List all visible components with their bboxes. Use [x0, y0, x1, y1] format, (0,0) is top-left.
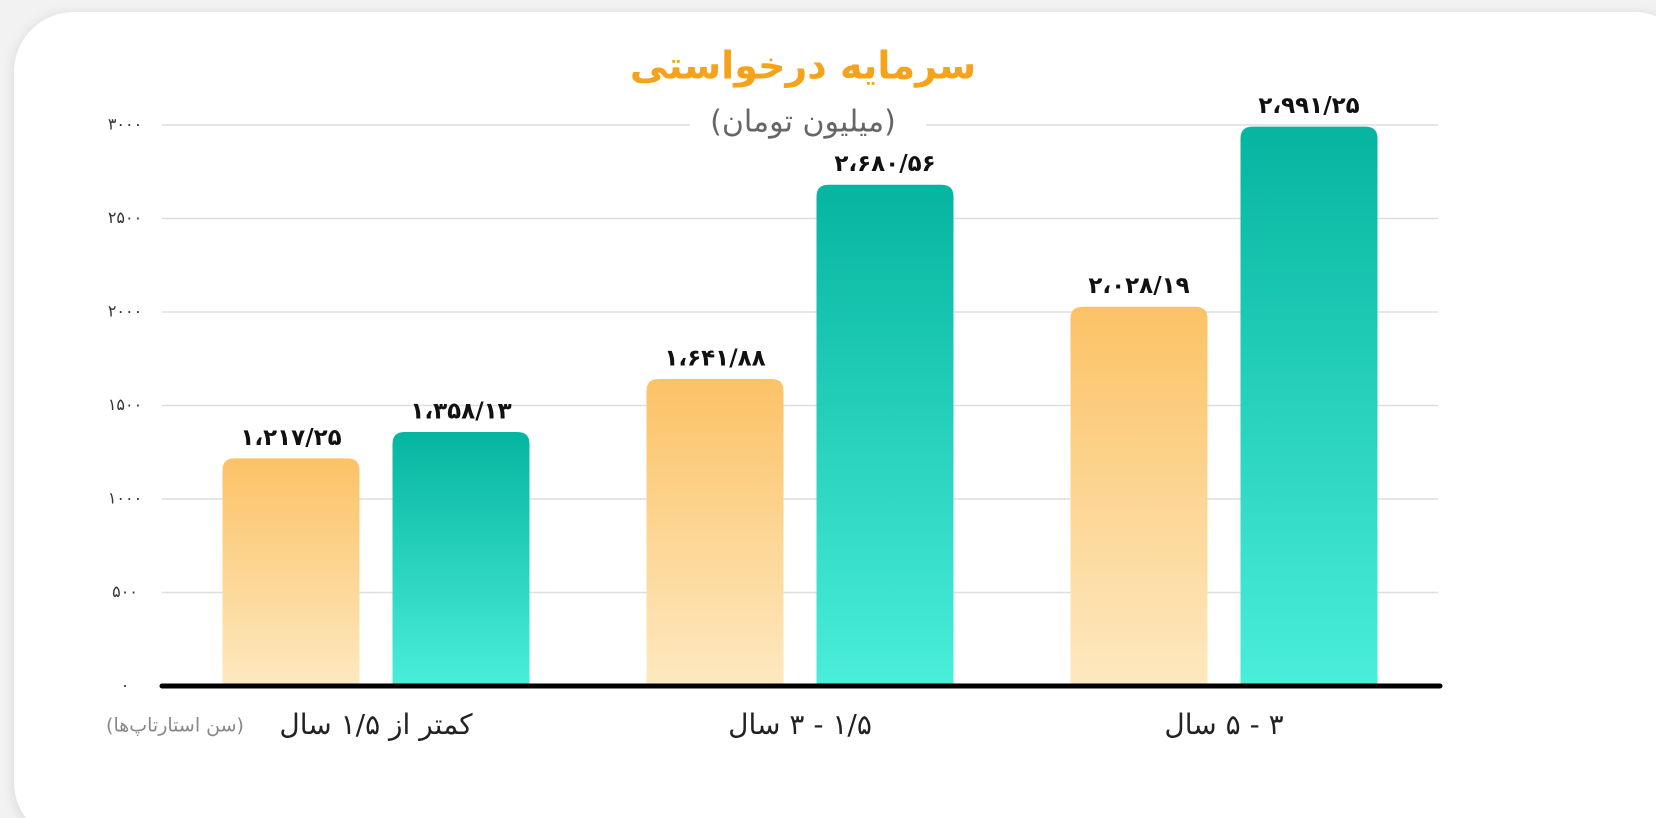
x-tick-label: ۳ - ۵ سال	[1164, 708, 1283, 741]
x-tick-label: کمتر از ۱/۵ سال	[279, 708, 473, 741]
bar	[1240, 126, 1378, 687]
x-tick-label: ۱/۵ - ۳ سال	[728, 708, 872, 741]
value-label: ۱،۶۴۱/۸۸	[664, 345, 765, 371]
value-label: ۱،۲۱۷/۲۵	[240, 425, 341, 451]
y-tick-label: ۱۵۰۰	[108, 395, 142, 414]
y-tick-label: ۲۵۰۰	[108, 208, 142, 227]
y-tick-label: ۵۰۰	[112, 582, 138, 601]
subtitle-backing	[690, 100, 926, 144]
y-tick-label: ۳۰۰۰	[108, 115, 142, 134]
value-label: ۲،۹۹۱/۲۵	[1258, 93, 1359, 119]
x-axis-label: (سن استارتاپ‌ها)	[106, 715, 244, 737]
value-label: ۱،۳۵۸/۱۳	[410, 399, 511, 425]
chart-subtitle: (میلیون تومان)	[710, 105, 896, 140]
y-tick-label: ۰	[121, 676, 130, 695]
chart-title: سرمایه درخواستی	[630, 44, 976, 88]
value-label: ۲،۰۲۸/۱۹	[1088, 273, 1189, 299]
bar	[1070, 306, 1208, 686]
value-label: ۲،۶۸۰/۵۶	[834, 151, 935, 177]
bar	[646, 378, 784, 686]
bar	[816, 184, 954, 686]
bar	[392, 432, 530, 686]
bar	[222, 458, 360, 686]
y-tick-label: ۲۰۰۰	[108, 302, 142, 321]
y-tick-label: ۱۰۰۰	[108, 489, 142, 508]
